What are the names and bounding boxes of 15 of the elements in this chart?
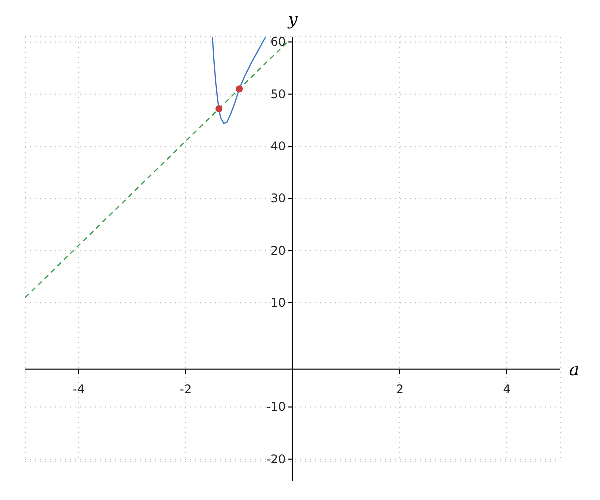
y-tick-label: -20 [266, 452, 286, 466]
y-tick-label: -10 [266, 400, 286, 414]
y-tick-label: 10 [270, 296, 286, 310]
y-tick-label: 20 [270, 244, 286, 258]
y-tick-label: 60 [270, 35, 286, 50]
y-tick-label: 30 [270, 192, 286, 206]
y-tick-label: 50 [270, 87, 286, 102]
x-tick-label: -2 [180, 382, 192, 396]
y-tick-label: 40 [270, 140, 286, 154]
x-tick-label: -4 [73, 382, 85, 396]
y-axis-title: y [287, 10, 298, 30]
x-tick-label: 2 [396, 382, 404, 396]
x-axis-title: a [569, 360, 580, 380]
x-tick-label: 4 [503, 382, 511, 396]
line-series [212, 37, 266, 124]
